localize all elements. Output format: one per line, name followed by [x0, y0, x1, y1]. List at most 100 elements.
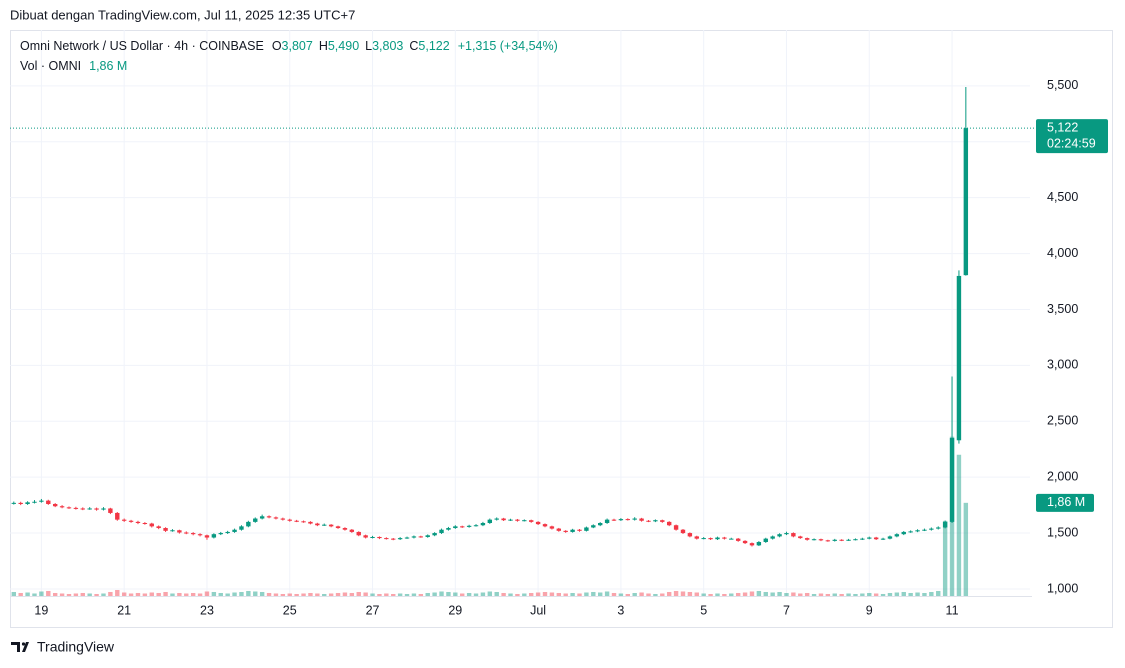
volume-bar — [722, 593, 727, 596]
volume-bar — [149, 592, 154, 596]
volume-bar — [25, 592, 30, 596]
legend-key: H — [319, 39, 328, 53]
volume-bar — [625, 593, 630, 596]
volume-bar — [142, 593, 148, 596]
candle-body — [115, 512, 120, 520]
volume-bar — [328, 593, 334, 596]
candle-body — [391, 538, 396, 540]
grid — [10, 30, 1030, 596]
volume-bar — [59, 593, 65, 596]
volume-bar — [860, 593, 865, 596]
volume-bar — [425, 592, 430, 596]
volume-bar — [225, 593, 230, 596]
candle-body — [894, 534, 900, 537]
candle-body — [280, 518, 286, 520]
candle-body — [142, 523, 148, 525]
volume-bar — [411, 593, 417, 596]
candle-body — [673, 525, 679, 530]
candle-body — [687, 533, 693, 537]
legend-value: 3,803 — [372, 39, 403, 53]
candle-body — [273, 517, 279, 519]
candle-body — [453, 526, 458, 529]
candle-body — [818, 539, 824, 541]
last-price-box — [1036, 119, 1108, 154]
volume-bar — [177, 592, 182, 596]
volume-bar — [529, 592, 534, 596]
volume-bar — [487, 591, 493, 596]
volume-bar — [391, 593, 396, 596]
candle-body — [52, 503, 58, 507]
candle-body — [577, 529, 582, 531]
volume-bar — [466, 592, 472, 596]
candle-body — [225, 531, 230, 534]
volume-bar — [763, 591, 768, 596]
candle-body — [342, 528, 348, 530]
candle-body — [529, 520, 534, 522]
candle-body — [563, 530, 568, 532]
volume-bar — [432, 592, 437, 596]
candle-body — [680, 529, 686, 534]
legend-line: Omni Network / US Dollar · 4h · COINBASE… — [20, 39, 558, 53]
candle-body — [936, 527, 941, 529]
volume-bar — [791, 592, 796, 596]
candle-body — [777, 534, 782, 537]
volume-bar — [480, 592, 486, 596]
x-tick-label: 21 — [117, 603, 131, 617]
candle-body — [584, 527, 589, 531]
volume-bar — [922, 592, 927, 596]
volume-bar — [108, 591, 113, 596]
candle-body — [460, 526, 465, 528]
x-tick-label: 11 — [946, 603, 959, 617]
volume-bar — [832, 593, 837, 596]
volume-bar — [887, 592, 893, 596]
volume-bar — [839, 593, 844, 596]
legend-key: L — [365, 39, 372, 53]
volume-bar — [715, 593, 720, 596]
volume-bar — [535, 592, 541, 596]
volume-bar — [784, 592, 789, 596]
candle-body — [473, 525, 479, 527]
candle-body — [597, 523, 603, 526]
volume-bar — [604, 591, 610, 596]
volume-bar — [618, 593, 624, 596]
volume-axis-label: 1,86 M — [1047, 495, 1085, 509]
candle-body — [556, 528, 562, 531]
candle-body — [708, 538, 713, 540]
volume-bar — [853, 593, 858, 596]
x-tick-label: 19 — [34, 603, 48, 617]
y-tick-label: 1,500 — [1047, 525, 1078, 539]
candle-body — [308, 521, 313, 524]
candle-body — [749, 543, 755, 546]
candle-body — [87, 508, 92, 510]
volume-bar — [673, 590, 679, 596]
volume-bar — [397, 593, 403, 596]
legend-key: O — [272, 39, 282, 53]
candle-body — [853, 539, 858, 541]
candle-body — [804, 538, 810, 540]
volume-bar — [749, 591, 755, 596]
x-tick-label: 3 — [617, 603, 624, 617]
volume-bar — [908, 592, 913, 596]
volume-bar — [287, 593, 292, 596]
volume-bar — [963, 502, 969, 596]
candle-body — [929, 528, 934, 530]
candle-body — [632, 518, 637, 520]
footer-text: TradingView — [37, 639, 115, 655]
candle-body — [522, 520, 527, 522]
candle-body — [356, 531, 361, 536]
y-tick-label: 1,000 — [1047, 581, 1078, 595]
volume-bar — [163, 591, 168, 596]
y-tick-label: 4,000 — [1047, 246, 1078, 260]
candle-body — [515, 519, 520, 521]
candle-body — [860, 538, 865, 540]
candle-body — [108, 508, 113, 513]
candle-body — [873, 537, 879, 540]
y-tick-label: 5,500 — [1047, 78, 1078, 92]
volume-bar — [190, 592, 196, 596]
volume-bar — [439, 591, 444, 596]
volume-bar — [121, 592, 127, 596]
candle-body — [791, 533, 796, 537]
volume-bar — [80, 592, 85, 596]
volume-bar — [894, 592, 900, 596]
candle-body — [653, 520, 658, 522]
